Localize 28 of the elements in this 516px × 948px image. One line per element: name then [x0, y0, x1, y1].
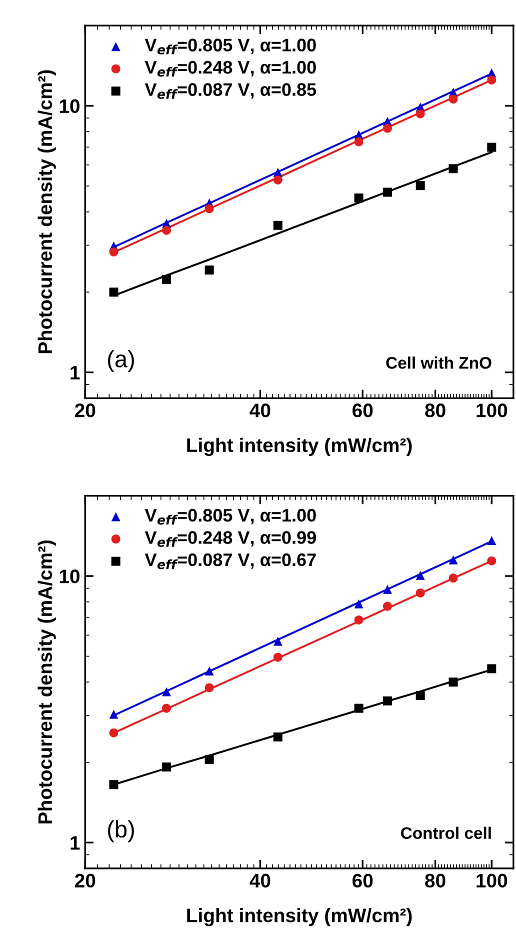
x-tick-label: 20 [75, 874, 96, 888]
x-tick-label: 60 [352, 874, 373, 888]
legend-label: V$_{eff}$=0.805 V, α=1.00 [144, 508, 316, 525]
x-tick-label: 60 [352, 404, 373, 418]
x-tick-label: 80 [425, 874, 446, 888]
legend-label: V$_{eff}$=0.248 V, α=1.00 [144, 60, 316, 77]
legend-label: V$_{eff}$=0.248 V, α=0.99 [144, 531, 316, 547]
annotation: Cell with ZnO [386, 356, 492, 369]
x-tick-label: 100 [476, 404, 508, 418]
legend-label: V$_{eff}$=0.805 V, α=1.00 [144, 38, 316, 54]
x-axis-title: Light intensity (mW/cm²) [187, 908, 412, 926]
legend-label: V$_{eff}$=0.087 V, α=0.67 [144, 553, 316, 570]
x-tick-label: 20 [75, 404, 96, 418]
x-tick-label: 80 [425, 404, 446, 418]
x-tick-label: 40 [250, 404, 270, 418]
x-axis-title: Light intensity (mW/cm²) [187, 438, 412, 456]
y-tick-label: 10 [60, 570, 80, 584]
y-tick-label: 1 [70, 836, 80, 850]
annotation: (a) [108, 350, 134, 372]
annotation: Control cell [401, 826, 491, 839]
y-axis-title: Photocurrent density (mA/cm²) [38, 540, 56, 824]
x-tick-label: 100 [476, 874, 508, 888]
y-tick-label: 10 [60, 99, 80, 114]
annotation: (b) [108, 820, 134, 842]
legend-label: V$_{eff}$=0.087 V, α=0.85 [144, 83, 316, 99]
y-axis-title: Photocurrent density (mA/cm²) [38, 70, 56, 354]
y-tick-label: 1 [70, 366, 80, 380]
x-tick-label: 40 [250, 874, 270, 888]
